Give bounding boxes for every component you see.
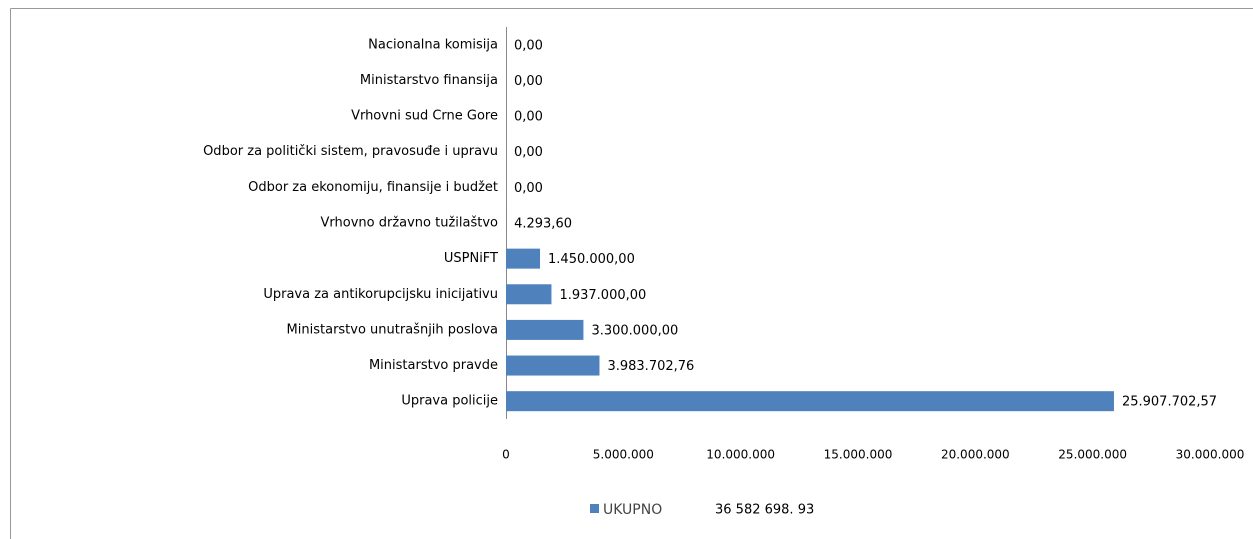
value-label: 0,00 (514, 38, 543, 53)
y-tick-label: Uprava policije (401, 394, 498, 409)
y-tick-label: Ministarstvo unutrašnjih poslova (287, 322, 498, 337)
value-label: 3.983.702,76 (607, 359, 694, 374)
bar (506, 391, 1114, 412)
y-tick-label: USPNiFT (444, 251, 498, 266)
value-label: 0,00 (514, 110, 543, 125)
x-tick-label: 15.000.000 (824, 448, 893, 462)
bar (506, 284, 552, 305)
x-tick-label: 20.000.000 (941, 448, 1010, 462)
y-tick-label: Nacionalna komisija (368, 37, 498, 52)
value-label: 25.907.702,57 (1122, 395, 1217, 410)
bar (506, 248, 541, 269)
y-tick-label: Vrhovni sud Crne Gore (351, 109, 498, 124)
legend-label: UKUPNO (603, 502, 662, 518)
x-tick-label: 5.000.000 (593, 448, 654, 462)
value-label: 3.300.000,00 (591, 323, 678, 338)
y-tick-label: Vrhovno državno tužilaštvo (321, 216, 499, 231)
value-label: 4.293,60 (514, 217, 572, 232)
value-label: 0,00 (514, 145, 543, 160)
y-tick-label: Odbor za politički sistem, pravosuđe i u… (203, 144, 498, 159)
x-tick-label: 0 (502, 448, 510, 462)
value-label: 1.450.000,00 (548, 252, 635, 267)
bar (506, 355, 600, 376)
y-tick-label: Odbor za ekonomiju, finansije i budžet (248, 180, 498, 195)
x-tick-label: 30.000.000 (1176, 448, 1245, 462)
y-tick-label: Ministarstvo finansija (360, 73, 498, 88)
legend-swatch (590, 504, 599, 513)
value-label: 0,00 (514, 74, 543, 89)
x-tick-label: 25.000.000 (1058, 448, 1127, 462)
bar (506, 319, 584, 340)
value-label: 1.937.000,00 (559, 288, 646, 303)
y-tick-label: Ministarstvo pravde (369, 358, 498, 373)
x-tick-label: 10.000.000 (706, 448, 775, 462)
annotation: 36 582 698. 93 (715, 503, 814, 518)
y-tick-label: Uprava za antikorupcijsku inicijativu (263, 287, 498, 302)
value-label: 0,00 (514, 181, 543, 196)
